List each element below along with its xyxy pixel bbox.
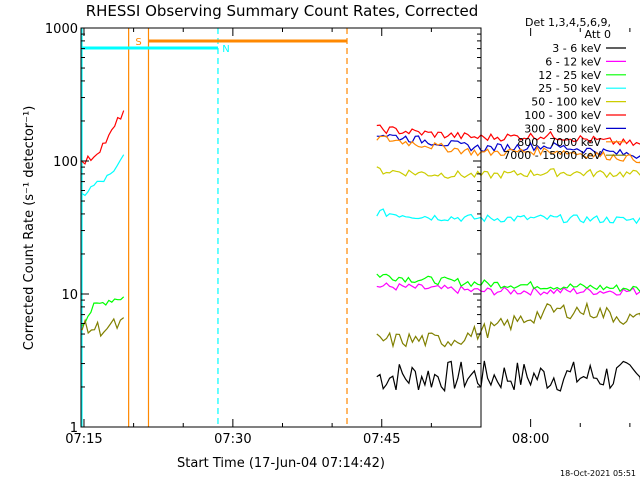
series-line [376, 135, 640, 164]
legend-item-label: 300 - 800 keV [524, 122, 601, 135]
x-tick-label: 07:15 [65, 432, 102, 447]
legend-item-label: 800 - 7000 keV [517, 136, 601, 149]
series-line [376, 273, 640, 293]
series-line [81, 296, 125, 327]
series-line [81, 110, 125, 165]
x-tick-label: 07:30 [214, 432, 251, 447]
series-line [81, 154, 125, 197]
series-line [81, 317, 125, 338]
legend-item-label: 50 - 100 keV [531, 96, 601, 109]
chart-title: RHESSI Observing Summary Count Rates, Co… [86, 2, 479, 20]
series-line [376, 124, 640, 147]
y-axis-label: Corrected Count Rate (s⁻¹ detector⁻¹) [22, 106, 37, 351]
legend-header: Att 0 [585, 28, 611, 41]
series-line [376, 133, 640, 160]
flag-label: N [222, 44, 229, 55]
legend-header: Det 1,3,4,5,6,9, [525, 16, 611, 29]
y-axis: 1 10 100 1000 [45, 22, 481, 436]
x-tick-label: 08:00 [512, 432, 549, 447]
x-axis-label: Start Time (17-Jun-04 07:14:42) [177, 456, 385, 471]
flag-label: S [135, 37, 141, 48]
series-line [376, 360, 640, 393]
legend-item-label: 25 - 50 keV [538, 82, 601, 95]
y-tick-label: 1000 [45, 22, 78, 37]
legend-item-label: 7000 - 15000 keV [503, 149, 601, 162]
series-line [376, 208, 640, 225]
y-tick-label: 100 [53, 155, 78, 170]
footer-date: 18-Oct-2021 05:51 [560, 469, 636, 478]
legend-item-label: 12 - 25 keV [538, 69, 601, 82]
legend-item-label: 100 - 300 keV [524, 109, 601, 122]
plot-frame [80, 27, 482, 428]
series-line [376, 166, 640, 180]
x-tick-label: 07:45 [363, 432, 400, 447]
time-markers [81, 28, 348, 427]
flag-bars: SN [81, 37, 348, 55]
legend-item-label: 3 - 6 keV [552, 42, 601, 55]
series-line [376, 282, 640, 296]
legend-item-label: 6 - 12 keV [545, 55, 601, 68]
series-group [81, 110, 640, 393]
y-tick-label: 1 [70, 421, 78, 436]
y-tick-label: 10 [61, 288, 78, 303]
series-line [376, 301, 640, 349]
